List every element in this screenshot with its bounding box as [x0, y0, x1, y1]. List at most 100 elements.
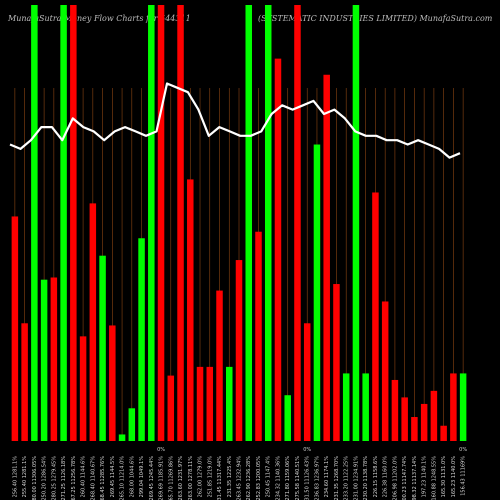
x-tick-label: 250.45 1147.4%	[266, 456, 272, 498]
x-tick-label: 231.35 1225.4%	[227, 456, 233, 498]
x-tick-label: 234.60 1174.1%	[324, 456, 330, 498]
x-tick-label: 271.80 1159.06%	[285, 456, 291, 500]
x-tick-label: 265.10 11214.0%	[120, 456, 126, 500]
x-tick-label: 263.00 1278.11%	[188, 456, 194, 500]
x-tick-label: 198.32 11137.14%	[412, 456, 418, 500]
bar	[138, 238, 145, 441]
bar	[411, 417, 418, 441]
x-tick-label: 156.43 11169%	[461, 456, 467, 496]
bar	[109, 325, 116, 441]
x-tick-label: 263.60 1231.97%	[178, 456, 184, 500]
bar	[206, 366, 214, 441]
x-tick-label: 263.45 1232.94%	[237, 456, 243, 500]
bar	[128, 408, 136, 441]
bar	[177, 5, 184, 441]
x-tick-label: 206.98 11202.0%	[392, 456, 398, 500]
bar	[31, 5, 38, 441]
x-tick-label: 299.04 1049.1%	[139, 456, 145, 498]
bar	[235, 260, 243, 441]
x-tick-label: 197.23 1140.1%	[422, 456, 428, 498]
bar	[157, 5, 165, 441]
x-tick-label: 160.88 1248.55%	[431, 456, 437, 500]
chart-header-right: (SYSTEMATIC INDUSTRIES LIMITED) MunafaSu…	[258, 14, 493, 23]
x-tick-label: 251.85 1219.0%	[207, 456, 213, 498]
bar	[430, 390, 438, 441]
x-tick-label: 265.70 11269.86%	[168, 456, 174, 500]
bar	[216, 290, 223, 441]
bar	[342, 373, 350, 441]
bar	[11, 216, 19, 441]
x-tick-label: 233.20 1122.25%	[344, 456, 350, 500]
x-tick-label: 268.45 11285.76%	[100, 456, 106, 500]
x-tick-label: 275.58 1140.51%	[295, 456, 301, 500]
x-tick-label: 231.50 11126.43%	[305, 456, 311, 500]
bar	[118, 434, 126, 441]
bar	[401, 397, 408, 441]
x-tick-label: 252.83 1200.05%	[256, 456, 262, 500]
x-tick-label: 268.40 1140.67%	[90, 456, 96, 500]
bar	[167, 375, 175, 441]
x-tick-label: 280.25 1279.45%	[51, 456, 57, 500]
x-tick-label: 268.00 1044.6%	[129, 456, 135, 498]
x-tick-label: 262.00 1279.0%	[198, 456, 204, 498]
price-line	[9, 82, 461, 159]
bar	[381, 301, 389, 441]
x-tick-label: 231.00 1234.91%	[353, 456, 359, 500]
bar	[333, 284, 340, 441]
x-tick-label: 269.45 1245.44%	[149, 456, 155, 500]
x-tick-label: 255.40 1281.1%	[22, 456, 28, 498]
bar	[148, 5, 155, 441]
x-tick-label: 250.20 1286.54%	[42, 456, 48, 500]
bar	[362, 373, 369, 441]
x-tick-label: 269.69 1185.91%	[159, 456, 165, 500]
x-tick-label: 231.45 11317.44%	[217, 456, 223, 500]
bar	[226, 366, 233, 441]
bar	[89, 203, 97, 441]
bar	[40, 279, 48, 441]
bar	[284, 395, 291, 441]
bar	[79, 336, 87, 441]
x-tick-label: 271.25 1126.18%	[61, 456, 67, 500]
x-tick-label: 234.32 1140.36%	[275, 456, 281, 500]
bar	[70, 5, 77, 441]
bar	[391, 379, 399, 441]
x-tick-label: 260.40 1144.6%	[81, 456, 87, 498]
x-tick-label: 231.35 1268.70%	[334, 456, 340, 500]
bar	[294, 5, 301, 441]
bar	[264, 5, 272, 441]
bar	[450, 373, 457, 441]
x-tick-label: 256.40 1281.1%	[12, 456, 18, 498]
chart-header-left: MunafaSutra Money Flow Charts for 544311	[8, 14, 191, 23]
bar	[99, 255, 106, 441]
bar	[50, 277, 58, 441]
percent-label: 0%	[157, 447, 165, 453]
x-tick-label: 262.90 1236.28%	[246, 456, 252, 500]
x-tick-label: 165.23 1140.0%	[451, 456, 457, 498]
bar	[420, 403, 428, 441]
x-tick-label: 230.20 1138.78%	[363, 456, 369, 500]
percent-label: 0%	[303, 447, 311, 453]
bar	[313, 144, 321, 441]
bar	[303, 323, 311, 441]
x-tick-label: 267.25 11256.78%	[71, 456, 77, 500]
bar	[21, 323, 28, 441]
x-tick-label: 236.83 1236.97%	[314, 456, 320, 500]
x-tick-label: 226.38 1160.0%	[383, 456, 389, 498]
bar	[274, 58, 282, 442]
x-tick-label: 269.45 1144.5%	[110, 456, 116, 498]
bar	[196, 366, 204, 441]
bars	[11, 5, 467, 442]
x-tick-label: 226.15 1158.6%	[373, 456, 379, 498]
price-line-layer	[9, 82, 461, 159]
percent-labels: 0% 0% 0%	[157, 447, 467, 453]
bar	[440, 425, 447, 441]
percent-label: 0%	[459, 447, 467, 453]
bar	[352, 5, 360, 441]
bar	[255, 231, 262, 441]
x-tick-labels: 256.40 1281.1% 255.40 1281.1% 280.00 11306…	[12, 456, 466, 500]
bar	[372, 192, 379, 441]
x-tick-label: 165.30 1131.0%	[441, 456, 447, 498]
x-tick-label: 200.23 11147.74%	[402, 456, 408, 500]
